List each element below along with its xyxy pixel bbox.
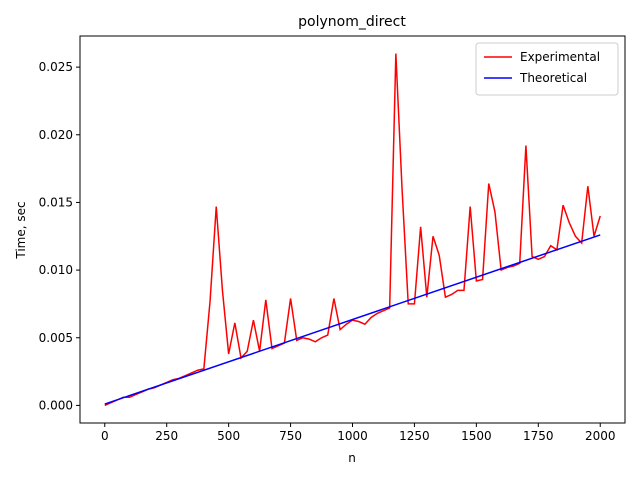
x-tick-label: 750: [279, 429, 302, 443]
y-tick-label: 0.010: [39, 263, 73, 277]
x-tick-label: 1250: [399, 429, 430, 443]
legend-box: [475, 42, 619, 96]
y-axis-label: Time, sec: [14, 201, 28, 259]
y-tick-label: 0.020: [39, 128, 73, 142]
legend-label: Theoretical: [519, 71, 587, 85]
legend-label: Experimental: [520, 50, 600, 64]
x-tick-label: 0: [101, 429, 109, 443]
y-tick-label: 0.000: [39, 398, 73, 412]
x-tick-label: 500: [217, 429, 240, 443]
x-tick-label: 250: [155, 429, 178, 443]
x-tick-label: 2000: [585, 429, 616, 443]
x-tick-label: 1750: [523, 429, 554, 443]
y-tick-label: 0.005: [39, 331, 73, 345]
y-tick-label: 0.025: [39, 60, 73, 74]
x-axis-label: n: [348, 451, 356, 465]
chart-title: polynom_direct: [298, 14, 406, 30]
x-tick-label: 1000: [337, 429, 368, 443]
y-tick-label: 0.015: [39, 195, 73, 209]
x-tick-label: 1500: [461, 429, 492, 443]
series-line: [104, 234, 601, 405]
